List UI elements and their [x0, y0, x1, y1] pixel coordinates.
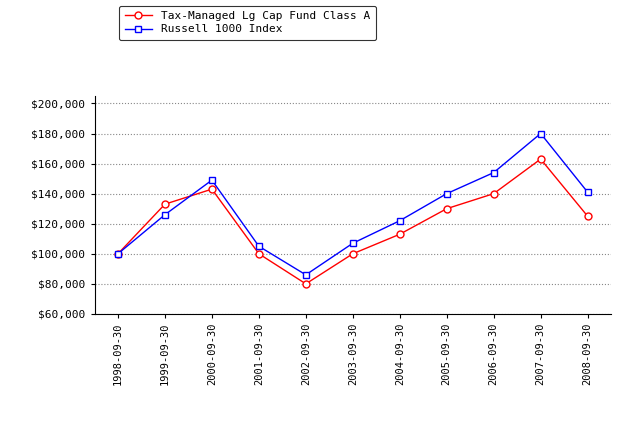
Tax-Managed Lg Cap Fund Class A: [208, 187, 215, 192]
Tax-Managed Lg Cap Fund Class A: [114, 251, 122, 256]
Line: Tax-Managed Lg Cap Fund Class A: Tax-Managed Lg Cap Fund Class A: [115, 156, 591, 287]
Russell 1000 Index: [584, 190, 592, 195]
Russell 1000 Index: [443, 191, 450, 196]
Russell 1000 Index: [490, 170, 498, 175]
Tax-Managed Lg Cap Fund Class A: [443, 206, 450, 211]
Legend: Tax-Managed Lg Cap Fund Class A, Russell 1000 Index: Tax-Managed Lg Cap Fund Class A, Russell…: [119, 6, 376, 40]
Russell 1000 Index: [537, 131, 544, 136]
Russell 1000 Index: [255, 244, 263, 249]
Russell 1000 Index: [208, 177, 215, 183]
Line: Russell 1000 Index: Russell 1000 Index: [115, 130, 591, 278]
Russell 1000 Index: [302, 272, 309, 277]
Russell 1000 Index: [161, 212, 169, 217]
Russell 1000 Index: [349, 241, 357, 246]
Tax-Managed Lg Cap Fund Class A: [396, 232, 404, 237]
Tax-Managed Lg Cap Fund Class A: [537, 157, 544, 162]
Tax-Managed Lg Cap Fund Class A: [302, 281, 309, 286]
Tax-Managed Lg Cap Fund Class A: [255, 251, 263, 256]
Tax-Managed Lg Cap Fund Class A: [161, 201, 169, 207]
Tax-Managed Lg Cap Fund Class A: [349, 251, 357, 256]
Russell 1000 Index: [114, 251, 122, 256]
Russell 1000 Index: [396, 218, 404, 223]
Tax-Managed Lg Cap Fund Class A: [584, 214, 592, 219]
Tax-Managed Lg Cap Fund Class A: [490, 191, 498, 196]
